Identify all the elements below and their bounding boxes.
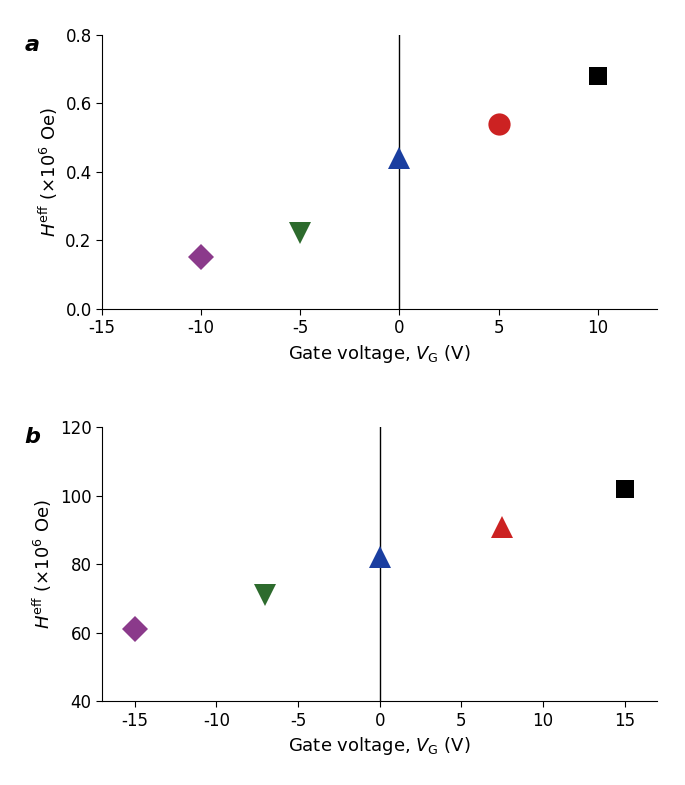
Text: a: a: [25, 35, 39, 55]
X-axis label: Gate voltage, $V_{\mathrm{G}}$ (V): Gate voltage, $V_{\mathrm{G}}$ (V): [288, 343, 471, 365]
X-axis label: Gate voltage, $V_{\mathrm{G}}$ (V): Gate voltage, $V_{\mathrm{G}}$ (V): [288, 736, 471, 758]
Text: b: b: [25, 427, 40, 447]
Y-axis label: $H^{\mathrm{eff}}$ ($\times$10$^6$ Oe): $H^{\mathrm{eff}}$ ($\times$10$^6$ Oe): [32, 499, 54, 629]
Y-axis label: $H^{\mathrm{eff}}$ ($\times$10$^6$ Oe): $H^{\mathrm{eff}}$ ($\times$10$^6$ Oe): [36, 107, 60, 236]
